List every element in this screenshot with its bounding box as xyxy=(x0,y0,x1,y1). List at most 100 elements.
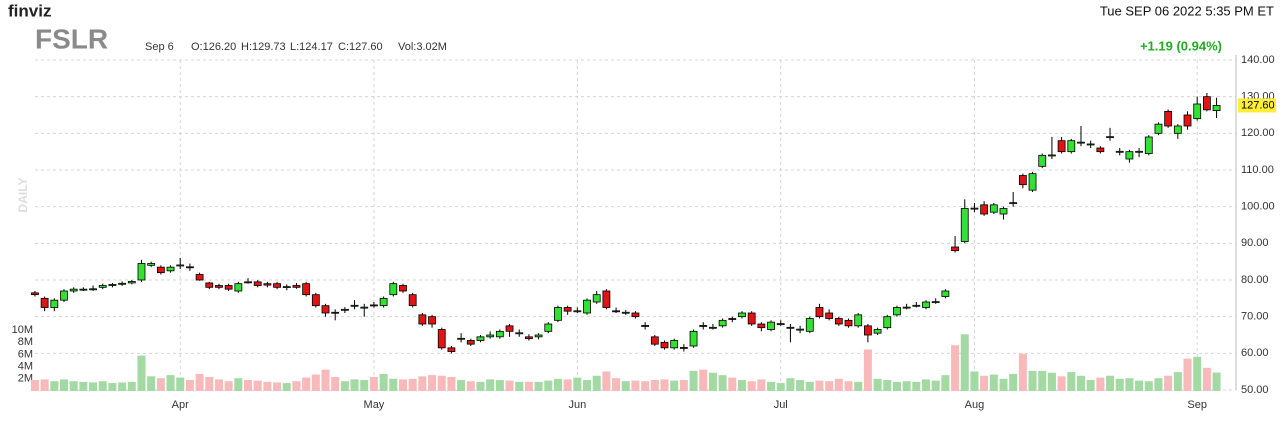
y-tick-label: 90.00 xyxy=(1241,237,1269,249)
volume-bar xyxy=(815,380,824,391)
volume-tick-label: 10M xyxy=(12,324,33,336)
candle-body xyxy=(931,301,940,304)
candle-body xyxy=(495,330,504,338)
volume-bar xyxy=(79,381,88,391)
candle-body xyxy=(893,307,901,316)
ticker: FSLR xyxy=(35,23,108,54)
volume-tick-label: 8M xyxy=(18,336,33,348)
ohlc-low: L:124.17 xyxy=(290,41,333,53)
volume-bar xyxy=(1202,367,1211,391)
volume-bar xyxy=(1086,380,1095,391)
candle-body xyxy=(757,323,766,329)
volume-bar xyxy=(699,369,708,391)
volume-bar xyxy=(834,378,843,391)
volume-bar xyxy=(660,379,669,391)
volume-bar xyxy=(495,380,504,391)
candle-body xyxy=(1135,150,1143,153)
volume-bar xyxy=(515,381,524,391)
candle-body xyxy=(40,297,49,308)
volume-bar xyxy=(912,381,921,391)
volume-bar xyxy=(583,380,592,391)
candle-body xyxy=(1018,175,1027,186)
volume-bar xyxy=(360,380,369,391)
volume-bar xyxy=(892,381,901,391)
volume-bar xyxy=(989,374,998,391)
y-tick-label: 140.00 xyxy=(1241,54,1275,66)
candle-body xyxy=(108,283,117,286)
volume-bar xyxy=(757,379,766,391)
volume-bar xyxy=(147,376,156,391)
candle-body xyxy=(728,318,737,320)
candle-body xyxy=(215,285,223,288)
candle-body xyxy=(244,281,252,284)
candle-body xyxy=(1125,151,1134,160)
volume-bar xyxy=(689,370,698,391)
volume-tick-label: 4M xyxy=(18,361,33,373)
candle-body xyxy=(689,330,698,347)
volume-bar xyxy=(98,381,107,391)
volume-tick-label: 2M xyxy=(18,373,33,385)
candle-body xyxy=(331,311,340,314)
volume-bar xyxy=(767,381,776,391)
volume-bar xyxy=(244,380,253,391)
candle-body xyxy=(1077,141,1085,144)
candle-body xyxy=(1212,105,1221,112)
volume-bar xyxy=(50,381,59,391)
volume-bar xyxy=(534,381,543,391)
timeframe: DAILY xyxy=(16,178,30,213)
volume-bar xyxy=(1106,375,1115,391)
volume-bar xyxy=(951,345,960,391)
volume-bar xyxy=(176,377,185,391)
candle-body xyxy=(311,294,320,307)
candle-body xyxy=(1028,173,1037,191)
candle-body xyxy=(360,306,369,309)
candle-body xyxy=(922,301,930,308)
candle-body xyxy=(805,318,814,332)
candle-body xyxy=(282,286,291,289)
volume-bar xyxy=(883,380,892,391)
candle-body xyxy=(902,306,911,309)
volume-bar xyxy=(922,379,931,391)
volume-bar xyxy=(127,381,136,391)
candle-body xyxy=(738,312,746,318)
volume-bar xyxy=(476,381,485,391)
volume-bar xyxy=(369,376,378,391)
candle-body xyxy=(147,263,156,266)
volume-bar xyxy=(1183,358,1192,391)
volume-bar xyxy=(631,380,640,391)
candle-body xyxy=(205,282,214,288)
volume-bar xyxy=(205,376,214,391)
volume-bar xyxy=(1125,378,1134,391)
candle-body xyxy=(534,334,543,338)
candle-body xyxy=(118,282,127,285)
candle-body xyxy=(602,290,611,308)
candle-body xyxy=(912,304,921,307)
volume-bar xyxy=(931,380,940,391)
candle-body xyxy=(486,334,495,338)
candle-body xyxy=(1038,154,1047,167)
candle-body xyxy=(350,304,359,307)
candle-body xyxy=(670,340,679,349)
candle-body xyxy=(1096,147,1105,153)
y-tick-label: 60.00 xyxy=(1241,347,1269,359)
candle-body xyxy=(1057,140,1066,153)
candle-body xyxy=(340,308,349,311)
volume-bar xyxy=(747,381,756,391)
candle-body xyxy=(951,246,959,252)
volume-bar xyxy=(679,380,688,391)
volume-bar xyxy=(331,376,340,391)
logo[interactable]: finviz xyxy=(8,1,51,20)
volume-bar xyxy=(69,381,78,391)
volume-bar xyxy=(708,372,717,391)
candle-body xyxy=(321,305,330,314)
volume-bar xyxy=(273,382,282,391)
volume-bar xyxy=(466,381,475,391)
volume-bar xyxy=(1096,377,1105,391)
volume-bar xyxy=(1067,372,1076,391)
volume-bar xyxy=(282,383,291,391)
volume-bar xyxy=(863,349,872,391)
volume-bar xyxy=(263,381,272,391)
candle-body xyxy=(660,341,669,349)
volume-bar xyxy=(1038,370,1047,391)
